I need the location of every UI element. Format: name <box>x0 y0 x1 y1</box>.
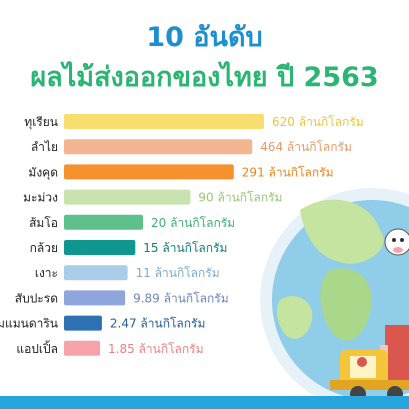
value-label: 11 ล้านกิโลกรัม <box>136 266 220 280</box>
bar-0 <box>64 114 264 129</box>
category-label: กล้วย <box>30 241 58 255</box>
globe-illustration <box>260 188 409 409</box>
value-label: 620 ล้านกิโลกรัม <box>272 115 364 129</box>
bar-4 <box>64 214 143 230</box>
category-label: สัมแมนดาริน <box>0 317 58 331</box>
bar-9 <box>64 340 100 356</box>
value-label: 1.85 ล้านกิโลกรัม <box>108 342 204 356</box>
chart-title-line-2: ผลไม้ส่งออกของไทย ปี 2563 <box>30 62 379 93</box>
category-label: มะม่วง <box>23 191 58 205</box>
bottom-stripe <box>0 396 409 409</box>
value-label: 9.89 ล้านกิโลกรัม <box>133 291 229 305</box>
value-label: 15 ล้านกิโลกรัม <box>143 241 227 255</box>
value-label: 464 ล้านกิโลกรัม <box>260 140 352 154</box>
bar-3 <box>64 189 191 205</box>
value-label: 291 ล้านกิโลกรัม <box>242 165 334 179</box>
bar-7 <box>64 290 126 306</box>
value-label: 90 ล้านกิโลกรัม <box>198 191 282 205</box>
category-label: ลำไย <box>31 140 58 154</box>
bar-8 <box>64 315 102 331</box>
category-label: ส้มโอ <box>29 216 58 230</box>
category-label: แอปเปิ้ล <box>16 340 58 356</box>
category-label: ทุเรียน <box>24 115 58 130</box>
bar-2 <box>64 164 234 180</box>
bar-5 <box>64 240 136 255</box>
value-label: 20 ล้านกิโลกรัม <box>151 216 235 230</box>
category-label: สับปะรด <box>15 291 58 305</box>
bar-6 <box>64 265 128 281</box>
category-label: มังคุด <box>28 165 58 180</box>
chart-title-line-1: 10 อันดับ <box>146 22 263 53</box>
truck-illustration <box>330 325 409 402</box>
category-label: เงาะ <box>35 266 58 280</box>
value-label: 2.47 ล้านกิโลกรัม <box>110 317 206 331</box>
bar-1 <box>64 139 253 155</box>
